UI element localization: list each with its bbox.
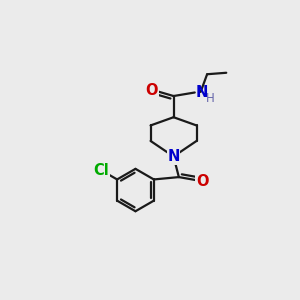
Text: O: O xyxy=(196,174,209,189)
Text: Cl: Cl xyxy=(93,163,109,178)
Text: O: O xyxy=(146,82,158,98)
Text: N: N xyxy=(167,149,180,164)
Text: N: N xyxy=(195,85,208,100)
Text: H: H xyxy=(206,92,215,106)
